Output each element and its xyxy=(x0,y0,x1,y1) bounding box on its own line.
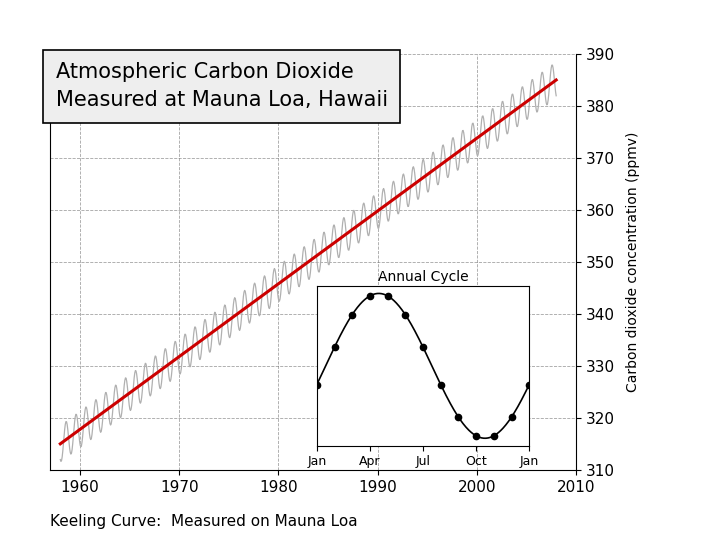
Text: Atmospheric Carbon Dioxide
Measured at Mauna Loa, Hawaii: Atmospheric Carbon Dioxide Measured at M… xyxy=(55,62,388,110)
Text: Keeling Curve:  Measured on Mauna Loa: Keeling Curve: Measured on Mauna Loa xyxy=(50,514,358,529)
Title: Annual Cycle: Annual Cycle xyxy=(378,269,468,284)
Y-axis label: Carbon dioxide concentration (ppmv): Carbon dioxide concentration (ppmv) xyxy=(626,132,640,392)
